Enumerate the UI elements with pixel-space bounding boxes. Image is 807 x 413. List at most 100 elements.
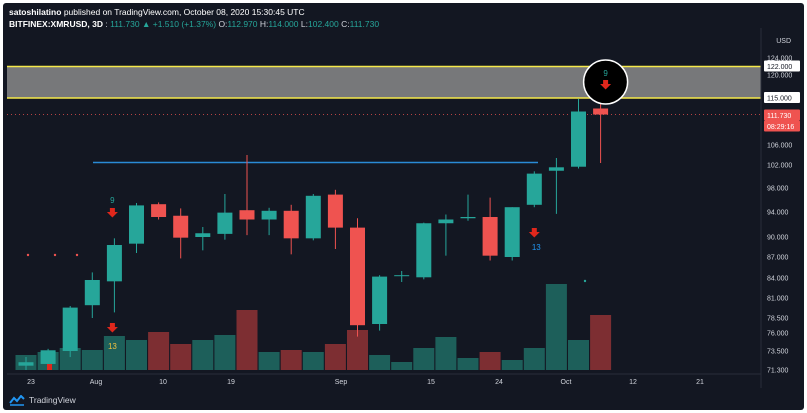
high-value: 114.000 bbox=[268, 19, 299, 29]
brand-label: TradingView bbox=[29, 395, 76, 405]
volume-bar bbox=[501, 360, 523, 370]
time-tick-label: 24 bbox=[495, 379, 503, 386]
tradingview-footer[interactable]: TradingView bbox=[9, 393, 76, 407]
marker-square bbox=[47, 364, 52, 370]
candle-body bbox=[460, 217, 476, 219]
candle-body bbox=[217, 212, 233, 234]
candle-body bbox=[327, 194, 343, 228]
price-tick-label: 71.300 bbox=[767, 368, 789, 375]
volume-bar bbox=[59, 348, 81, 370]
time-tick-label: 23 bbox=[27, 379, 35, 386]
volume-bar bbox=[236, 310, 258, 370]
sell-arrow-icon bbox=[600, 80, 612, 90]
price-tick-label: 90.000 bbox=[767, 235, 789, 242]
volume-bar bbox=[280, 350, 302, 370]
candle-body bbox=[571, 111, 586, 167]
price-tick-label: 73.500 bbox=[767, 349, 789, 356]
symbol-legend: BITFINEX:XMRUSD, 3D : 111.730 ▲ +1.510 (… bbox=[9, 19, 380, 29]
volume-bar bbox=[479, 352, 501, 370]
candle-body bbox=[482, 217, 498, 256]
volume-bar bbox=[457, 358, 479, 370]
symbol-name[interactable]: BITFINEX:XMRUSD, 3D bbox=[9, 19, 103, 29]
time-tick-label: 12 bbox=[629, 379, 637, 386]
volume-bar bbox=[258, 352, 280, 370]
candle-body bbox=[62, 307, 78, 351]
time-tick-label: Oct bbox=[561, 379, 572, 386]
volume-bar bbox=[214, 335, 236, 370]
price-tick-label: 106.000 bbox=[767, 143, 792, 150]
candle-body bbox=[40, 350, 56, 364]
volume-bar bbox=[126, 340, 147, 370]
current-price-label-bg bbox=[764, 109, 800, 121]
marker-dot bbox=[53, 253, 57, 257]
price-tick-label: 87.000 bbox=[767, 255, 789, 262]
current-price-label: 111.730 bbox=[767, 113, 791, 120]
up-triangle-icon: ▲ bbox=[141, 19, 151, 29]
bar-countdown-label: 08:29:16 bbox=[767, 124, 794, 131]
price-tick-label: 84.000 bbox=[767, 276, 789, 283]
time-tick-label: 21 bbox=[696, 379, 704, 386]
zone-top-price-label-bg bbox=[764, 60, 800, 72]
volume-bar bbox=[81, 350, 103, 370]
price-tick-label: 94.000 bbox=[767, 210, 789, 217]
price-tick-label: 98.000 bbox=[767, 186, 789, 193]
candle-body bbox=[18, 362, 34, 366]
candle-body bbox=[129, 205, 144, 244]
low-value: 102.400 bbox=[307, 19, 339, 29]
published-text: published on TradingView.com, October 08… bbox=[63, 7, 305, 17]
marker-dot bbox=[583, 279, 587, 283]
candle-body bbox=[438, 219, 454, 224]
candle-body bbox=[261, 210, 277, 220]
volume-bar bbox=[302, 352, 324, 370]
candle-body bbox=[195, 233, 211, 237]
volume-bar bbox=[568, 340, 589, 370]
volume-bar bbox=[545, 284, 567, 370]
sell-arrow-icon bbox=[528, 228, 540, 238]
volume-bar bbox=[435, 337, 457, 370]
volume-bar bbox=[324, 344, 346, 370]
candle-body bbox=[106, 245, 122, 282]
price-change: +1.510 (+1.37%) bbox=[152, 19, 217, 29]
marker-dot bbox=[75, 253, 79, 257]
candle-body bbox=[283, 210, 299, 239]
time-axis: 23 Aug 10 19 Sep 15 24 Oct 12 21 bbox=[7, 373, 761, 386]
price-tick-label: 81.000 bbox=[767, 296, 789, 303]
candle-body bbox=[239, 210, 255, 220]
price-tick-label: 78.500 bbox=[767, 316, 789, 323]
price-axis: USD124.000120.000110.000106.000102.00098… bbox=[760, 28, 800, 388]
candle-body bbox=[151, 204, 167, 217]
open-value: 112.970 bbox=[227, 19, 258, 29]
sell-arrow-icon bbox=[106, 323, 118, 333]
volume-bar bbox=[170, 344, 192, 370]
price-tick-label: 76.000 bbox=[767, 331, 789, 338]
candle-body bbox=[548, 167, 564, 171]
volume-bars bbox=[15, 284, 612, 370]
currency-label: USD bbox=[776, 38, 791, 45]
zone-bottom-price-label: 115.000 bbox=[767, 96, 792, 103]
candles bbox=[18, 99, 609, 370]
candle-body bbox=[173, 215, 189, 238]
annotations: 9 13 13 9 bbox=[26, 59, 629, 370]
candle-body bbox=[372, 276, 388, 324]
resistance-zone bbox=[7, 65, 761, 99]
volume-bar bbox=[103, 336, 125, 370]
marker-dot bbox=[26, 253, 30, 257]
zone-top-price-label: 122.000 bbox=[767, 64, 792, 71]
time-tick-label: 10 bbox=[159, 379, 167, 386]
close-value: 111.730 bbox=[349, 19, 380, 29]
price-tick-label: 124.000 bbox=[767, 56, 792, 63]
time-tick-label: Sep bbox=[335, 379, 348, 386]
volume-bar bbox=[148, 332, 170, 370]
author-name[interactable]: satoshilatino bbox=[9, 7, 62, 17]
time-tick-label: 19 bbox=[227, 379, 235, 386]
bar-countdown-label-bg bbox=[764, 120, 800, 132]
setup-count-label: 9 bbox=[110, 196, 115, 205]
volume-bar bbox=[590, 315, 612, 370]
price-tick-label: 120.000 bbox=[767, 73, 792, 80]
candle-body bbox=[394, 275, 410, 277]
volume-bar bbox=[369, 355, 391, 370]
zone-fill bbox=[7, 66, 761, 98]
volume-bar bbox=[391, 362, 413, 370]
volume-bar bbox=[413, 348, 435, 370]
